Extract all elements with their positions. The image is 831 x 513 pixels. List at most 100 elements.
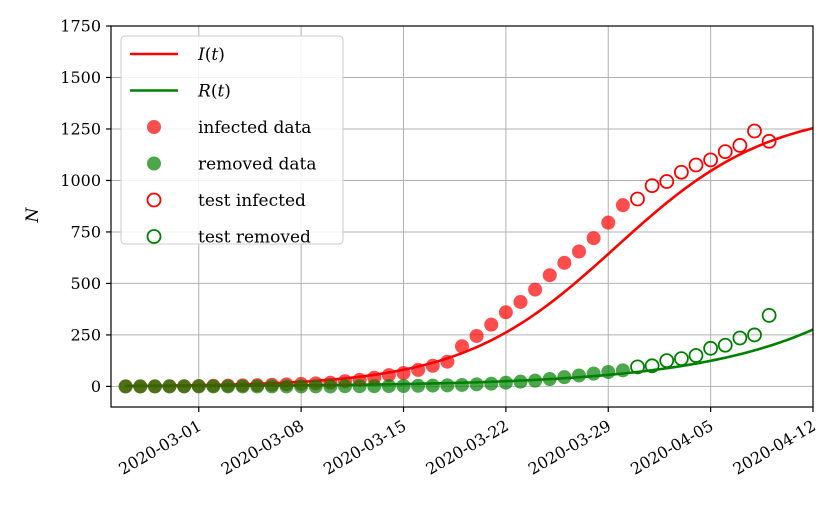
data-point — [528, 373, 543, 388]
data-point — [601, 364, 616, 379]
data-point — [747, 327, 762, 343]
x-tick-label: 2020-03-15 — [320, 416, 409, 479]
data-point — [133, 379, 148, 394]
data-point — [659, 174, 675, 189]
data-point — [191, 379, 206, 394]
data-point — [586, 366, 601, 381]
data-point — [411, 362, 426, 377]
data-point — [425, 358, 440, 373]
data-point — [542, 268, 557, 283]
data-point — [761, 307, 777, 323]
data-point — [440, 354, 455, 369]
data-point — [221, 379, 235, 394]
data-point — [177, 379, 192, 394]
data-point — [411, 378, 426, 393]
legend-marker-swatch — [146, 229, 162, 244]
y-tick-label: 0 — [91, 377, 101, 396]
data-point — [572, 368, 586, 383]
data-point — [396, 378, 411, 393]
data-point — [644, 178, 660, 194]
data-point — [162, 379, 177, 394]
data-point — [673, 351, 689, 367]
data-point — [147, 379, 162, 394]
data-point — [557, 255, 572, 270]
data-point — [717, 337, 733, 353]
series-line-R(t) — [125, 328, 814, 388]
y-tick-label: 250 — [70, 325, 101, 344]
data-point — [659, 353, 675, 369]
data-point — [498, 375, 513, 390]
legend-label: test removed — [198, 228, 311, 248]
legend-marker-swatch — [147, 156, 161, 171]
data-point — [557, 370, 572, 385]
data-point — [717, 144, 733, 160]
data-point — [367, 379, 382, 394]
data-point — [235, 379, 250, 394]
data-point — [455, 339, 469, 354]
legend-marker-swatch — [146, 192, 162, 208]
data-point — [673, 164, 689, 180]
data-point — [455, 377, 469, 392]
data-point — [528, 282, 543, 297]
data-point — [615, 363, 630, 378]
y-axis-label: N — [23, 206, 43, 223]
data-point — [630, 359, 645, 375]
data-point — [264, 379, 279, 394]
y-tick-label: 500 — [70, 274, 101, 293]
data-point — [440, 378, 455, 393]
legend-label: R(t) — [197, 82, 231, 102]
data-point — [703, 152, 719, 168]
y-tick-label: 1500 — [60, 68, 101, 87]
data-point — [513, 294, 528, 309]
data-point — [352, 379, 367, 394]
data-point — [586, 231, 601, 246]
data-point — [381, 368, 396, 383]
x-tick-label: 2020-03-29 — [525, 416, 614, 479]
data-point — [484, 317, 499, 332]
data-point — [601, 215, 616, 230]
data-point — [469, 328, 484, 343]
legend-label: I(t) — [197, 45, 225, 65]
data-point — [572, 244, 586, 259]
data-point — [118, 379, 133, 394]
data-point — [250, 379, 265, 394]
data-point — [703, 340, 719, 356]
data-point — [279, 379, 294, 394]
data-point — [644, 358, 660, 374]
data-point — [396, 366, 411, 381]
legend-label: removed data — [198, 155, 316, 175]
legend-label: infected data — [198, 118, 311, 138]
series-layer — [118, 123, 814, 394]
data-point — [732, 330, 748, 346]
data-point — [630, 191, 645, 207]
legend-marker-swatch — [147, 120, 161, 134]
data-point — [761, 133, 777, 149]
data-point — [747, 123, 762, 139]
data-point — [688, 157, 704, 173]
legend: I(t) R(t) infected data removed data test in… — [120, 35, 344, 248]
x-tick-label: 2020-03-22 — [422, 416, 511, 479]
x-tick-label: 2020-03-01 — [115, 416, 204, 479]
data-point — [338, 379, 352, 394]
data-point — [323, 379, 338, 394]
y-tick-label: 1000 — [60, 171, 101, 190]
x-tick-label: 2020-03-08 — [218, 416, 307, 479]
data-point — [732, 138, 748, 153]
data-point — [484, 376, 499, 391]
data-point — [206, 379, 221, 394]
data-point — [513, 374, 528, 389]
data-point — [542, 371, 557, 386]
y-tick-label: 1250 — [60, 119, 101, 138]
x-tick-label: 2020-04-12 — [730, 416, 819, 479]
x-tick-label: 2020-04-05 — [627, 416, 716, 479]
data-point — [425, 378, 440, 393]
data-point — [498, 305, 513, 320]
y-tick-label: 750 — [70, 222, 101, 241]
data-point — [294, 379, 309, 394]
data-point — [688, 348, 704, 363]
legend-label: test infected — [198, 191, 306, 211]
legend-box — [120, 35, 344, 245]
data-point — [615, 198, 630, 213]
data-point — [381, 378, 396, 393]
